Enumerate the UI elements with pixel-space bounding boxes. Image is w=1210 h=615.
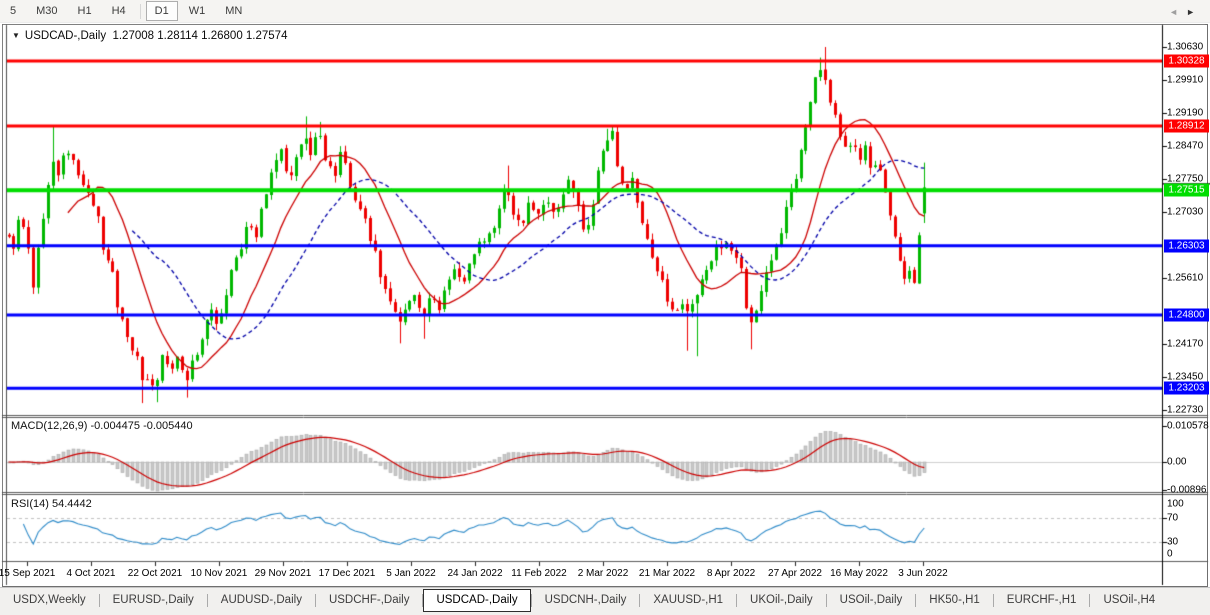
macd-axis-label: 0.010578 (1167, 420, 1209, 432)
chart-tab-audusd-daily[interactable]: AUDUSD-,Daily (220, 594, 302, 606)
chart-tab-hk50-h1[interactable]: HK50-,H1 (929, 594, 980, 606)
price-tick-label: 1.25610 (1167, 272, 1204, 284)
chart-tab-eurchf-h1[interactable]: EURCHF-,H1 (1006, 594, 1077, 606)
price-tick-label: 1.27750 (1167, 173, 1204, 185)
tabbar-scroll-arrows: ◄► (1169, 7, 1203, 17)
date-axis-label: 15 Sep 2021 (0, 568, 56, 579)
tab-separator (915, 594, 917, 607)
tab-separator (206, 594, 208, 607)
price-level-badge: 1.30328 (1164, 54, 1209, 68)
macd-values: -0.004475 -0.005440 (90, 420, 193, 432)
chart-tab-xauusd-h1[interactable]: XAUUSD-,H1 (653, 594, 724, 606)
date-axis-label: 29 Nov 2021 (254, 568, 312, 579)
timeframe-button-h4[interactable]: H4 (111, 5, 126, 17)
chart-title: ▼ USDCAD-,Daily 1.27008 1.28114 1.26800 1… (12, 30, 287, 42)
timeframe-button-w1[interactable]: W1 (188, 5, 206, 17)
timeframe-button-5[interactable]: 5 (10, 5, 17, 17)
rsi-value: 54.4442 (51, 498, 92, 510)
timeframe-button-mn[interactable]: MN (225, 5, 243, 17)
symbol-tabbar: USDX,Weekly EURUSD-,Daily AUDUSD-,Daily USD… (0, 587, 1210, 615)
rsi-axis-label: 70 (1167, 512, 1179, 524)
tab-scroll-left-icon[interactable]: ◄ (1169, 7, 1187, 17)
price-tick-label: 1.23450 (1167, 371, 1204, 383)
date-axis-label: 17 Dec 2021 (318, 568, 376, 579)
chart-tab-usdcad-daily[interactable]: USDCAD-,Daily (423, 589, 531, 612)
toolbar-separator (139, 3, 141, 19)
chart-tab-usdchf-daily[interactable]: USDCHF-,Daily (328, 594, 410, 606)
chart-title-symbol: USDCAD-,Daily (24, 30, 107, 42)
date-axis-label: 8 Apr 2022 (706, 568, 756, 579)
chart-tab-usoil-h4[interactable]: USOil-,H4 (1103, 594, 1156, 606)
tab-separator (825, 594, 827, 607)
timeframe-button-d1[interactable]: D1 (145, 1, 178, 21)
price-level-badge: 1.26303 (1164, 239, 1209, 253)
tab-separator (98, 594, 100, 607)
price-tick-label: 1.29910 (1167, 74, 1204, 86)
price-tick-label: 1.24170 (1167, 338, 1204, 350)
date-axis-label: 4 Oct 2021 (66, 568, 116, 579)
tab-separator (639, 594, 641, 607)
price-tick-label: 1.30630 (1167, 41, 1204, 53)
rsi-pane-label: RSI(14) 54.4442 (11, 498, 92, 510)
tab-separator (1089, 594, 1091, 607)
chart-tab-usdcnh-daily[interactable]: USDCNH-,Daily (544, 594, 627, 606)
tab-separator (736, 594, 738, 607)
date-axis-label: 24 Jan 2022 (447, 568, 503, 579)
price-level-badge: 1.28912 (1164, 119, 1209, 133)
macd-label: MACD(12,26,9) (11, 420, 88, 432)
chart-tab-usdx-weekly[interactable]: USDX,Weekly (13, 594, 86, 606)
tab-separator (530, 594, 532, 607)
macd-axis-label: -0.00896 (1167, 484, 1207, 496)
date-axis-label: 3 Jun 2022 (898, 568, 948, 579)
date-axis-label: 2 Mar 2022 (577, 568, 629, 579)
macd-pane-label: MACD(12,26,9) -0.004475 -0.005440 (11, 420, 193, 432)
rsi-axis-label: 100 (1167, 498, 1184, 510)
chart-dropdown-icon[interactable]: ▼ (12, 31, 20, 40)
date-axis-label: 22 Oct 2021 (127, 568, 183, 579)
timeframe-button-m30[interactable]: M30 (36, 5, 58, 17)
rsi-axis-label: 0 (1167, 548, 1173, 560)
date-axis-label: 21 Mar 2022 (638, 568, 696, 579)
price-tick-label: 1.27030 (1167, 206, 1204, 218)
date-axis-label: 27 Apr 2022 (768, 568, 822, 579)
tab-separator (314, 594, 316, 607)
price-level-badge: 1.24800 (1164, 308, 1209, 322)
chart-tab-usoil-daily[interactable]: USOil-,Daily (839, 594, 903, 606)
date-axis-label: 16 May 2022 (830, 568, 888, 579)
rsi-label: RSI(14) (11, 498, 49, 510)
price-level-badge: 1.23203 (1164, 381, 1209, 395)
price-tick-label: 1.29190 (1167, 107, 1204, 119)
tab-separator (422, 594, 424, 607)
chart-title-ohlc: 1.27008 1.28114 1.26800 1.27574 (112, 30, 288, 42)
tab-scroll-right-icon[interactable]: ► (1186, 7, 1203, 17)
price-tick-label: 1.22730 (1167, 404, 1204, 416)
rsi-axis-label: 30 (1167, 536, 1179, 548)
date-axis-label: 5 Jan 2022 (386, 568, 436, 579)
date-axis-label: 11 Feb 2022 (511, 568, 567, 579)
price-tick-label: 1.28470 (1167, 140, 1204, 152)
macd-axis-label: 0.00 (1167, 456, 1187, 468)
chart-tab-ukoil-daily[interactable]: UKOil-,Daily (750, 594, 813, 606)
chart-tab-eurusd-daily[interactable]: EURUSD-,Daily (112, 594, 194, 606)
timeframe-toolbar: 5 M30 H1 H4 D1 W1 MN (0, 0, 1210, 23)
price-level-badge: 1.27515 (1164, 183, 1209, 197)
timeframe-button-h1[interactable]: H1 (77, 5, 92, 17)
date-axis-label: 10 Nov 2021 (190, 568, 248, 579)
tab-separator (992, 594, 994, 607)
